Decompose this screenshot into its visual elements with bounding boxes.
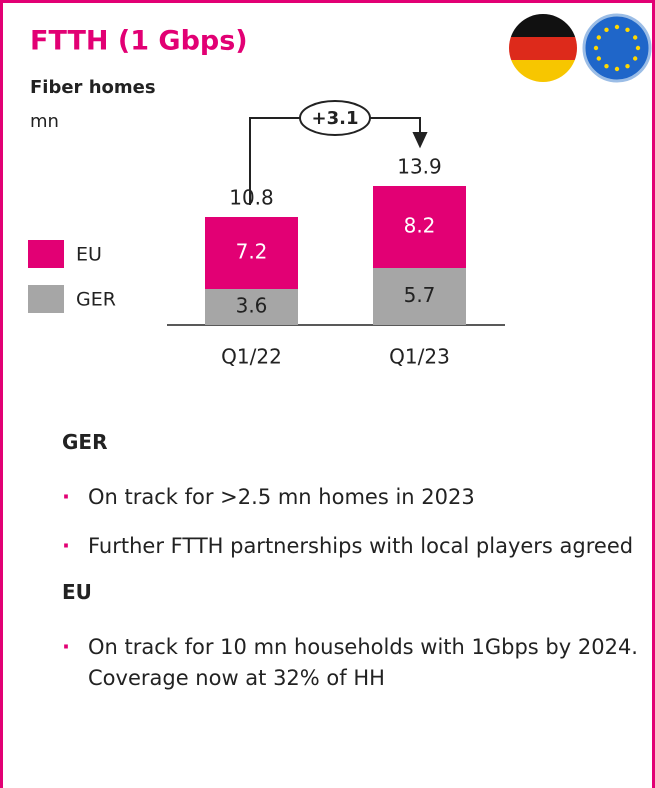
- data-label: 7.2: [236, 240, 268, 264]
- star: [625, 27, 630, 33]
- note-heading: GER: [62, 430, 108, 454]
- data-label: 8.2: [404, 214, 436, 238]
- star: [632, 56, 638, 61]
- data-label: 3.6: [236, 294, 268, 318]
- bar-segment: [205, 217, 298, 289]
- note-bullet: Further FTTH partnerships with local pla…: [62, 531, 642, 562]
- data-label: 5.7: [404, 283, 436, 307]
- total-label: 13.9: [397, 155, 442, 179]
- bar-segment: [205, 289, 298, 325]
- note-bullet: On track for >2.5 mn homes in 2023: [62, 482, 642, 513]
- annotation: +3.1: [312, 108, 359, 129]
- star: [632, 35, 638, 40]
- legend-swatch: [28, 285, 64, 313]
- flag-eu: [582, 13, 652, 83]
- star: [635, 45, 641, 51]
- star: [614, 24, 620, 30]
- star: [614, 66, 620, 72]
- legend-label: GER: [76, 289, 116, 311]
- x-tick-label: Q1/22: [221, 345, 282, 369]
- star: [604, 27, 609, 33]
- unit: mn: [30, 111, 59, 132]
- star: [604, 63, 609, 69]
- legend-swatch: [28, 240, 64, 268]
- notes: GER On track for >2.5 mn homes in 2023 Fur…: [62, 430, 642, 712]
- total-label: 10.8: [229, 186, 274, 210]
- star: [596, 35, 602, 40]
- growth-bracket: [249, 100, 428, 205]
- flag-germany: [509, 14, 577, 82]
- star: [625, 63, 630, 69]
- note-heading: EU: [62, 580, 92, 604]
- star: [593, 45, 599, 51]
- star: [596, 56, 602, 61]
- bar-segment: [373, 268, 466, 325]
- chart-title: FTTH (1 Gbps): [30, 26, 248, 57]
- x-tick-label: Q1/23: [389, 345, 450, 369]
- legend-label: EU: [76, 244, 102, 266]
- note-bullet: On track for 10 mn households with 1Gbps…: [62, 632, 642, 694]
- bar-segment: [373, 186, 466, 268]
- subtitle: Fiber homes: [30, 77, 156, 98]
